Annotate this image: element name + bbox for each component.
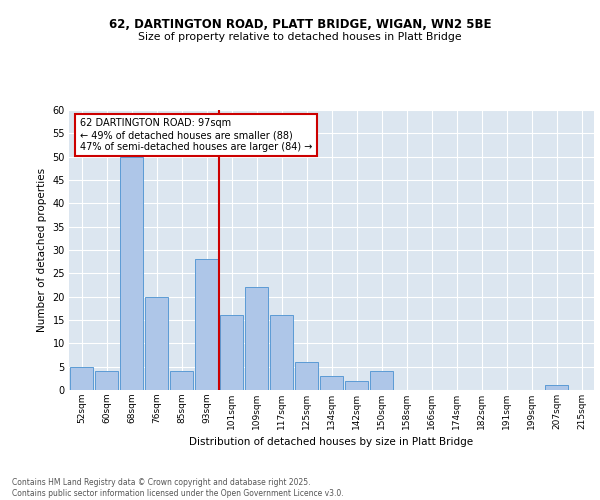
Bar bbox=[145, 296, 168, 390]
Text: 62, DARTINGTON ROAD, PLATT BRIDGE, WIGAN, WN2 5BE: 62, DARTINGTON ROAD, PLATT BRIDGE, WIGAN… bbox=[109, 18, 491, 30]
Bar bbox=[195, 260, 218, 390]
Y-axis label: Number of detached properties: Number of detached properties bbox=[37, 168, 47, 332]
Bar bbox=[120, 156, 143, 390]
Bar bbox=[95, 372, 118, 390]
Bar bbox=[170, 372, 193, 390]
Bar bbox=[545, 386, 568, 390]
Bar bbox=[220, 316, 243, 390]
Bar bbox=[320, 376, 343, 390]
Bar bbox=[270, 316, 293, 390]
X-axis label: Distribution of detached houses by size in Platt Bridge: Distribution of detached houses by size … bbox=[190, 438, 473, 448]
Text: 62 DARTINGTON ROAD: 97sqm
← 49% of detached houses are smaller (88)
47% of semi-: 62 DARTINGTON ROAD: 97sqm ← 49% of detac… bbox=[79, 118, 312, 152]
Bar bbox=[295, 362, 318, 390]
Bar bbox=[345, 380, 368, 390]
Bar bbox=[70, 366, 93, 390]
Text: Contains HM Land Registry data © Crown copyright and database right 2025.
Contai: Contains HM Land Registry data © Crown c… bbox=[12, 478, 344, 498]
Text: Size of property relative to detached houses in Platt Bridge: Size of property relative to detached ho… bbox=[138, 32, 462, 42]
Bar bbox=[245, 288, 268, 390]
Bar bbox=[370, 372, 393, 390]
